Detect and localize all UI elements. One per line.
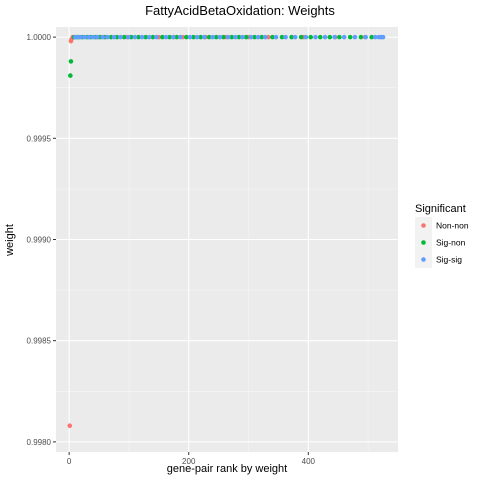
data-point: [105, 34, 110, 40]
y-tick-label: 0.9990: [27, 236, 52, 245]
data-point: [143, 34, 148, 40]
data-point: [206, 34, 212, 40]
data-point: [283, 34, 288, 40]
data-point: [210, 34, 215, 40]
legend-label: Sig-non: [436, 238, 466, 248]
grid-major: [56, 27, 398, 452]
y-axis-label: weight: [4, 224, 16, 257]
legend-marker: [421, 257, 426, 262]
data-point: [229, 34, 235, 40]
data-point: [132, 34, 138, 40]
data-point: [303, 34, 309, 40]
data-point: [262, 34, 268, 40]
x-axis: 0 200 400: [67, 452, 316, 466]
data-point: [225, 34, 231, 40]
data-point: [337, 34, 342, 40]
data-point: [363, 34, 369, 40]
data-point: [369, 34, 374, 40]
x-tick-label: 200: [182, 457, 196, 466]
data-point: [82, 34, 87, 40]
legend-title: Significant: [415, 203, 466, 215]
data-points: [67, 34, 386, 428]
legend-label: Sig-sig: [436, 255, 462, 265]
x-tick-label: 0: [67, 457, 72, 466]
x-tick-label: 400: [302, 457, 316, 466]
legend-label: Non-non: [436, 221, 469, 231]
data-point: [160, 34, 165, 40]
data-point: [163, 34, 169, 40]
data-point: [198, 34, 203, 40]
data-point: [259, 34, 264, 40]
data-point: [170, 34, 176, 40]
data-point: [78, 34, 83, 40]
data-point: [67, 423, 73, 428]
data-point: [289, 34, 294, 40]
y-tick-label: 1.0000: [27, 33, 52, 42]
data-point: [139, 34, 145, 40]
data-point: [255, 34, 261, 40]
y-axis: 0.9980 0.9985 0.9990 0.9995 1.0000: [27, 33, 56, 447]
data-point: [341, 34, 347, 40]
data-point: [233, 34, 238, 40]
data-point: [243, 34, 249, 40]
data-point: [118, 34, 123, 40]
legend-marker: [421, 223, 426, 228]
data-point: [252, 34, 257, 40]
data-point: [372, 34, 378, 40]
data-point: [167, 34, 172, 40]
data-point: [380, 34, 386, 40]
data-point: [317, 34, 323, 40]
data-point: [327, 34, 333, 40]
data-point: [184, 34, 189, 40]
data-point: [68, 59, 74, 64]
data-point: [68, 73, 73, 78]
data-point: [273, 34, 279, 40]
data-point: [313, 34, 318, 40]
data-point: [191, 34, 196, 40]
data-point: [194, 34, 200, 40]
legend: Significant Non-non Sig-non Sig-sig: [415, 203, 469, 268]
data-point: [136, 34, 141, 40]
data-point: [298, 34, 304, 40]
data-point: [248, 34, 254, 40]
data-point: [86, 34, 92, 40]
data-point: [322, 34, 328, 40]
data-point: [292, 34, 298, 40]
data-point: [187, 34, 193, 40]
data-point: [236, 34, 242, 40]
data-point: [150, 34, 156, 40]
data-point: [90, 34, 96, 40]
x-axis-label: gene-pair rank by weight: [167, 463, 287, 475]
data-point: [217, 34, 223, 40]
data-point: [213, 34, 219, 40]
data-point: [358, 34, 364, 40]
data-point: [121, 34, 127, 40]
data-point: [154, 34, 159, 40]
data-point: [201, 34, 207, 40]
legend-marker: [421, 240, 426, 245]
data-point: [174, 34, 180, 40]
data-point: [94, 34, 100, 40]
data-point: [270, 34, 275, 40]
data-point: [126, 34, 131, 40]
data-point: [146, 34, 152, 40]
data-point: [100, 34, 105, 40]
data-point: [279, 34, 285, 40]
data-point: [352, 34, 358, 40]
y-tick-label: 0.9980: [27, 438, 52, 447]
data-point: [240, 34, 245, 40]
data-point: [347, 34, 353, 40]
data-point: [332, 34, 337, 40]
y-tick-label: 0.9985: [27, 337, 52, 346]
y-tick-label: 0.9995: [27, 134, 52, 143]
data-point: [221, 34, 226, 40]
data-point: [308, 34, 314, 40]
data-point: [111, 34, 117, 40]
chart-title: FattyAcidBetaOxidation: Weights: [145, 3, 335, 18]
data-point: [178, 34, 183, 40]
